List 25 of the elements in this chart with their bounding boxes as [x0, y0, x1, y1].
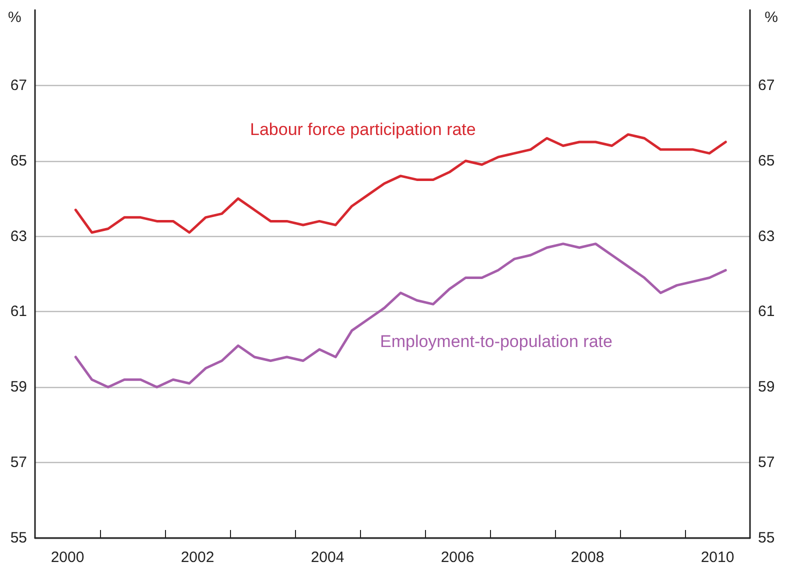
- x-tick-label: 2008: [570, 549, 604, 566]
- x-tick-label: 2010: [700, 549, 734, 566]
- series-label: Labour force participation rate: [250, 120, 476, 139]
- series-label: Employment-to-population rate: [380, 332, 612, 351]
- y2-axis-title: %: [764, 9, 778, 26]
- y2-tick-label: 61: [758, 303, 775, 320]
- x-tick-label: 2006: [440, 549, 474, 566]
- y2-tick-label: 65: [758, 152, 775, 170]
- line-series: [74, 242, 727, 388]
- y-tick-label: 63: [10, 228, 27, 245]
- y2-tick-label: 67: [758, 76, 775, 94]
- y2-tick-label: 63: [758, 228, 775, 245]
- x-tick-label: 2002: [180, 549, 214, 566]
- y-tick-label: 65: [10, 152, 27, 170]
- y-tick-label: 61: [10, 303, 27, 320]
- y2-tick-label: 55: [758, 530, 775, 546]
- x-tick-label: 2000: [50, 549, 84, 566]
- y-tick-label: 59: [10, 378, 27, 396]
- y2-tick-label: 57: [758, 454, 775, 472]
- x-tick-label: 2004: [310, 549, 344, 566]
- y-tick-label: 67: [10, 76, 27, 94]
- y-axis-title: %: [8, 9, 22, 26]
- y-tick-label: 55: [10, 530, 27, 546]
- y-tick-label: 57: [10, 454, 27, 472]
- y2-tick-label: 59: [758, 378, 775, 396]
